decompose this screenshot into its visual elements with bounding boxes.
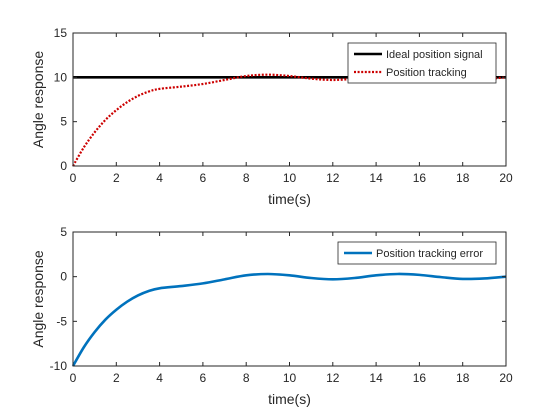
plot-top: 0 2 4 6 8 10 12 14 16 18 20 0 5 10 15 time(s) Angle r…	[30, 26, 513, 207]
x-tick-label: 12	[326, 371, 340, 385]
series-layer	[71, 272, 507, 367]
x-tick-label: 18	[456, 171, 470, 185]
y-tick-label: 15	[54, 26, 68, 40]
plot-bottom: 0 2 4 6 8 10 12 14 16 18 20 -10 -5 0 5 time(s) Angle …	[30, 225, 513, 407]
x-ticks: 0 2 4 6 8 10 12 14 16 18 20	[70, 33, 513, 185]
y-axis-label: Angle response	[30, 250, 46, 348]
legend: Ideal position signal Position tracking	[347, 42, 497, 84]
x-tick-label: 20	[499, 171, 513, 185]
x-tick-label: 14	[369, 171, 383, 185]
x-axis-label: time(s)	[268, 391, 311, 407]
x-tick-label: 16	[413, 171, 427, 185]
x-tick-label: 4	[156, 171, 163, 185]
y-tick-label: 10	[54, 70, 68, 84]
y-tick-label: -10	[50, 359, 68, 373]
x-tick-label: 6	[200, 371, 207, 385]
y-tick-label: 5	[60, 115, 67, 129]
y-ticks: -10 -5 0 5	[50, 225, 506, 373]
x-tick-label: 12	[326, 171, 340, 185]
y-tick-label: 5	[60, 225, 67, 239]
legend-entries: Position tracking error	[344, 248, 483, 260]
x-tick-label: 20	[499, 371, 513, 385]
x-tick-label: 8	[243, 171, 250, 185]
x-tick-label: 18	[456, 371, 470, 385]
x-tick-label: 2	[113, 371, 120, 385]
legend-box	[337, 241, 497, 265]
y-tick-label: -5	[56, 314, 67, 328]
y-axis-label: Angle response	[30, 51, 46, 149]
legend: Position tracking error	[337, 241, 497, 265]
x-tick-label: 16	[413, 371, 427, 385]
y-tick-label: 0	[60, 270, 67, 284]
x-tick-label: 4	[156, 371, 163, 385]
x-axis-label: time(s)	[268, 191, 311, 207]
legend-box	[347, 42, 497, 84]
x-tick-label: 10	[283, 371, 297, 385]
y-ticks: 0 5 10 15	[54, 26, 506, 173]
y-tick-label: 0	[60, 159, 67, 173]
x-tick-label: 2	[113, 171, 120, 185]
legend-label: Position tracking error	[376, 248, 483, 260]
x-tick-label: 0	[70, 371, 77, 385]
series-line-0	[71, 272, 507, 367]
x-tick-label: 0	[70, 171, 77, 185]
legend-entries: Ideal position signal Position tracking	[354, 49, 483, 79]
x-tick-label: 8	[243, 371, 250, 385]
x-ticks: 0 2 4 6 8 10 12 14 16 18 20	[70, 232, 513, 385]
legend-label: Ideal position signal	[386, 49, 483, 61]
x-tick-label: 14	[369, 371, 383, 385]
x-tick-label: 6	[200, 171, 207, 185]
x-tick-label: 10	[283, 171, 297, 185]
legend-label: Position tracking	[386, 67, 467, 79]
